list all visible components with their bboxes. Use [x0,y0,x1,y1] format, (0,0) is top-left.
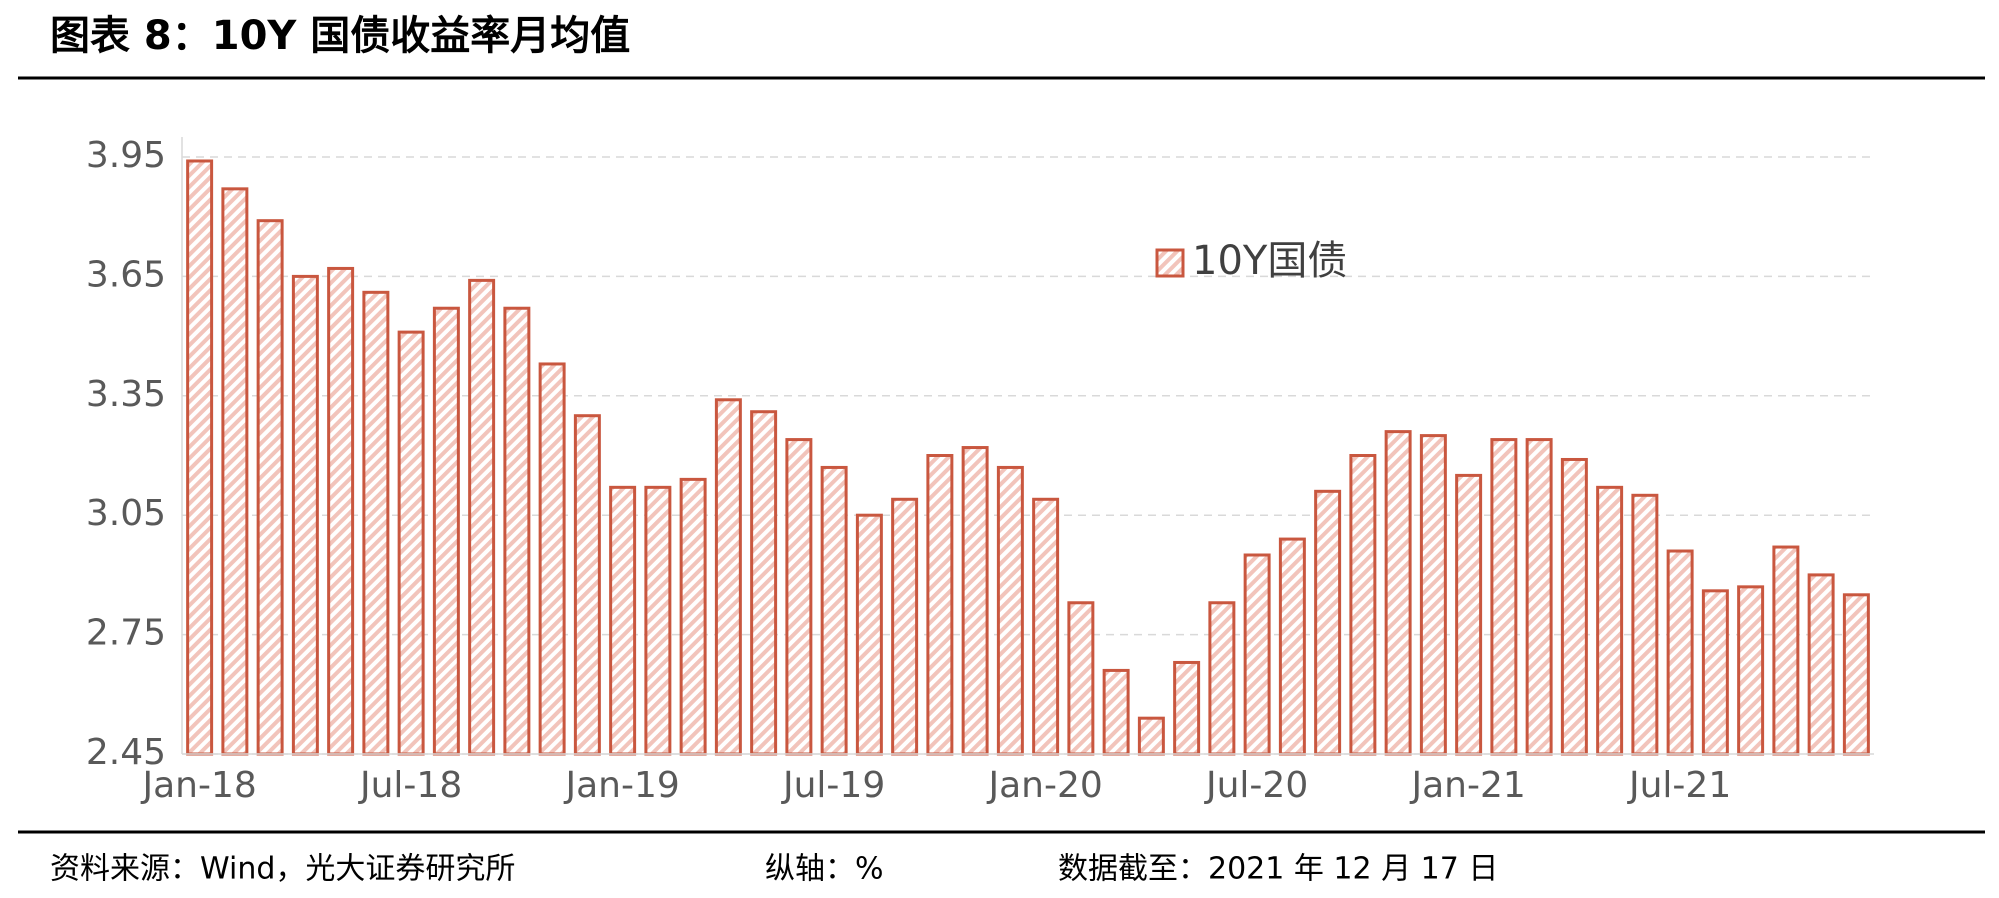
bar [1666,549,1694,756]
bar [891,497,919,756]
bar [996,465,1024,756]
bar [1102,668,1130,756]
bar [503,306,531,756]
axis-note: 纵轴：% [765,852,884,887]
bar [1807,573,1835,756]
bar [926,454,954,756]
bar [714,398,742,756]
bar [186,159,214,756]
bar [1701,589,1729,756]
bar [1737,585,1765,756]
bar [1067,601,1095,756]
bar [1455,473,1483,756]
date-note: 数据截至：2021 年 12 月 17 日 [1058,852,1498,887]
y-tick-label: 2.45 [86,732,166,773]
bar [1842,593,1870,756]
chart-title: 图表 8：10Y 国债收益率月均值 [50,13,630,59]
bar [327,266,355,756]
bar [362,290,390,756]
bar [1384,430,1412,756]
x-tick-label: Jul-21 [1627,765,1731,806]
y-tick-label: 3.95 [86,135,166,176]
bar [1490,438,1518,756]
bar [468,278,496,756]
x-tick-label: Jan-21 [1409,765,1525,806]
bar [750,410,778,756]
bar [1173,660,1201,756]
bar [1772,545,1800,756]
bar [1208,601,1236,756]
bar [538,362,566,756]
bar [291,274,319,756]
y-tick-label: 3.35 [86,374,166,415]
bar [1525,438,1553,756]
bar [256,219,284,756]
bar [609,485,637,756]
bar [573,414,601,756]
bar [397,330,425,756]
x-tick-label: Jan-19 [563,765,679,806]
bar [785,438,813,756]
bar [855,513,883,756]
bar [1631,493,1659,756]
x-tick-label: Jul-20 [1204,765,1308,806]
x-tick-label: Jul-18 [358,765,462,806]
bar [1314,489,1342,756]
bar [961,446,989,756]
bar [820,465,848,756]
bar [644,485,672,756]
source-note: 资料来源：Wind，光大证券研究所 [50,852,515,887]
bar [432,306,460,756]
bar [679,477,707,756]
x-tick-label: Jan-20 [986,765,1102,806]
bar [1032,497,1060,756]
bar [1419,434,1447,756]
legend-swatch [1155,248,1185,278]
bar [1243,553,1271,756]
bar [1278,537,1306,756]
bar [1349,454,1377,756]
y-tick-label: 2.75 [86,613,166,654]
x-tick-label: Jul-19 [781,765,885,806]
legend-label: 10Y国债 [1192,238,1347,284]
y-tick-label: 3.05 [86,493,166,534]
y-tick-label: 3.65 [86,254,166,295]
bar [221,187,249,756]
bar [1560,457,1588,756]
bar [1596,485,1624,756]
x-tick-label: Jan-18 [140,765,256,806]
bar [1137,716,1165,756]
